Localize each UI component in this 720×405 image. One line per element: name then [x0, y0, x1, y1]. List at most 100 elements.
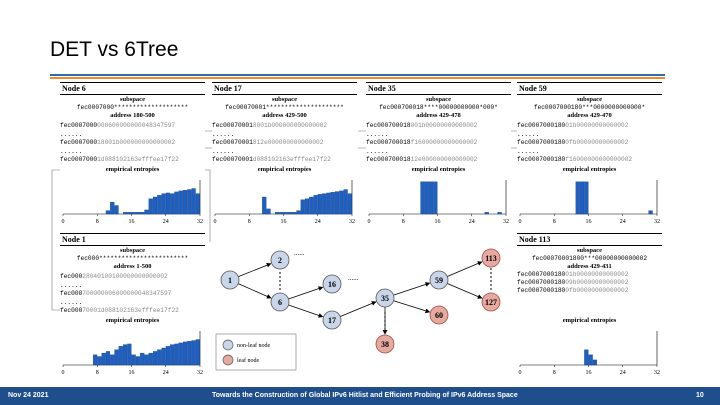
- node59-top-rule: [517, 82, 662, 83]
- node1-entropy-bar: [165, 346, 170, 366]
- legend-nonleaf-icon: [222, 339, 234, 351]
- node35-entropy-bar: [497, 212, 502, 215]
- title-rule-orange: [50, 77, 665, 79]
- node113-entropy-label: empirical entropies: [562, 317, 617, 324]
- node17-address-prefix: fec00070001: [212, 122, 253, 129]
- node6-entropy-chart: 0 8 16 24 32: [62, 180, 203, 225]
- node1-address-range: address 1-500: [113, 263, 152, 270]
- node1-entropy-bar: [140, 352, 145, 366]
- node1-entropy-bar: [101, 352, 106, 366]
- node35-address-rest: 001b00000000000002: [410, 122, 478, 129]
- node6-subspace: fec0007000********************: [76, 104, 189, 111]
- node35-address-prefix: fec000700018: [366, 156, 411, 163]
- node17-entropy-bar: [304, 198, 310, 215]
- node113-x-tick-label: 8: [553, 370, 556, 376]
- node113-x-tick-label: 0: [519, 370, 522, 376]
- node59-address-prefix: fec0007000180: [517, 156, 566, 163]
- node6-address-rest: 1d088102163efffee17f22: [97, 156, 179, 163]
- tree-diagram: 1 2 6 16 17 35 59 113 60 127 38 ...... ...... non-…: [215, 248, 501, 371]
- node1-address-2: fec00070001d088102163efffee17f22: [60, 307, 179, 314]
- node1-x-tick-label: 24: [163, 370, 169, 376]
- node6-entropy-bar: [195, 193, 200, 215]
- node6-address-rest: 18001b000000000000002: [97, 139, 176, 146]
- node6-entropy-bar: [135, 212, 141, 215]
- node59-entropy-bar: [584, 181, 589, 215]
- node6-entropy-bar: [178, 190, 183, 215]
- node1-title: Node 1: [62, 235, 86, 244]
- node59-ellipsis-1: ......: [517, 131, 540, 138]
- node1-entropy-bar: [97, 356, 102, 366]
- tree-node-label-2: 2: [278, 256, 282, 265]
- node1-entropy-bar: [110, 354, 115, 366]
- node59-subspace: fec0007000180***0000000000000*: [533, 104, 646, 111]
- node1-x-tick-label: 32: [197, 370, 203, 376]
- node1-entropy-bar: [148, 352, 153, 366]
- node1-entropy-label: empirical entropies: [105, 317, 160, 324]
- node35-x-tick-label: 0: [368, 219, 371, 225]
- node6-entropy-bar: [144, 209, 149, 215]
- node59-address-range: address 429-470: [567, 112, 612, 119]
- node113-address-rest: 09b00000000000002: [565, 279, 629, 286]
- node1-entropy-bar: [131, 354, 136, 366]
- node35-address-rest: 12e000000000000002: [410, 156, 478, 163]
- node6-x-tick-label: 16: [129, 219, 135, 225]
- tree-edge-6-16: [288, 286, 324, 300]
- node59-subspace-label: subspace: [577, 96, 602, 103]
- tree-node-60: [429, 305, 449, 325]
- node1-entropy-bar: [170, 344, 175, 366]
- node6-ellipsis-1: ......: [60, 131, 83, 138]
- node17-entropy-bar: [313, 195, 318, 215]
- node35-ellipsis-1: ......: [366, 131, 389, 138]
- tree-node-label-113: 113: [485, 254, 497, 263]
- node59-address-prefix: fec0007000180: [517, 122, 566, 129]
- node59-address-rest: 01b00000000000002: [565, 122, 629, 129]
- node59-address-1: fec00070001800fb00000000000002: [517, 139, 628, 146]
- node17-x-tick-label: 24: [315, 219, 321, 225]
- node6-entropy-bar: [131, 212, 136, 215]
- tree-node-127: [481, 292, 501, 312]
- node1-entropy-bar: [182, 341, 188, 366]
- node17-entropy-bar: [322, 193, 327, 215]
- node17-address-rest: 812e000000000000002: [252, 139, 324, 146]
- node35-address-2: fec00070001812e000000000000002: [366, 156, 477, 163]
- node17-entropy-bar: [343, 189, 348, 215]
- tree-edge-1-6: [238, 283, 272, 299]
- node17-entropy-bar: [347, 193, 352, 215]
- node35-address-prefix: fec000700018: [366, 122, 411, 129]
- node6-title: Node 6: [62, 84, 86, 93]
- footer-date: Nov 24 2021: [8, 392, 49, 399]
- node17-address-1: fec00070001812e000000000000002: [212, 139, 323, 146]
- tree-edge-35-59: [393, 282, 431, 296]
- node17-entropy-bar: [300, 199, 305, 215]
- node6-panel: Node 6 subspace fec0007000****************…: [60, 82, 205, 232]
- node6-x-tick-label: 24: [163, 219, 169, 225]
- node17-ellipsis-1: ......: [212, 131, 235, 138]
- node113-entropy-chart: 0 8 16 24 32: [519, 331, 660, 376]
- node1-top-rule: [60, 233, 205, 234]
- node6-address-prefix: fec0007000: [60, 139, 98, 146]
- node17-title: Node 17: [214, 84, 242, 93]
- node6-address-prefix: fec0007000: [60, 156, 98, 163]
- node6-entropy-bar: [110, 201, 115, 215]
- node17-entropy-bar: [330, 192, 335, 215]
- node1-entropy-bar: [161, 347, 166, 366]
- node6-address-rest: 000600000000048347597: [97, 122, 176, 129]
- node6-entropy-bar: [161, 193, 166, 215]
- node6-entropy-bar: [105, 210, 111, 215]
- node113-x-tick-label: 32: [654, 370, 660, 376]
- node113-x-tick-label: 24: [620, 370, 626, 376]
- tree-edge-6-17: [288, 304, 324, 318]
- node1-address-0: fec00028040100100000000000002: [60, 273, 168, 280]
- node113-address-prefix: fec0007000180: [517, 287, 566, 294]
- node1-entropy-bar: [114, 349, 119, 366]
- node35-subspace-label: subspace: [426, 96, 451, 103]
- node113-address-prefix: fec0007000180: [517, 271, 566, 278]
- node59-entropy-label: empirical entropies: [562, 166, 617, 173]
- node6-entropy-bar: [182, 190, 188, 215]
- node35-entropy-bar: [424, 181, 429, 215]
- node1-entropy-bar: [118, 346, 123, 366]
- node35-subspace: fec000700018****00000000000*000*: [379, 104, 498, 111]
- node59-ellipsis-2: ......: [517, 148, 540, 155]
- node1-ellipsis-1: ......: [60, 282, 83, 289]
- node59-panel: Node 59 subspace fec0007000180***000000000…: [517, 82, 662, 232]
